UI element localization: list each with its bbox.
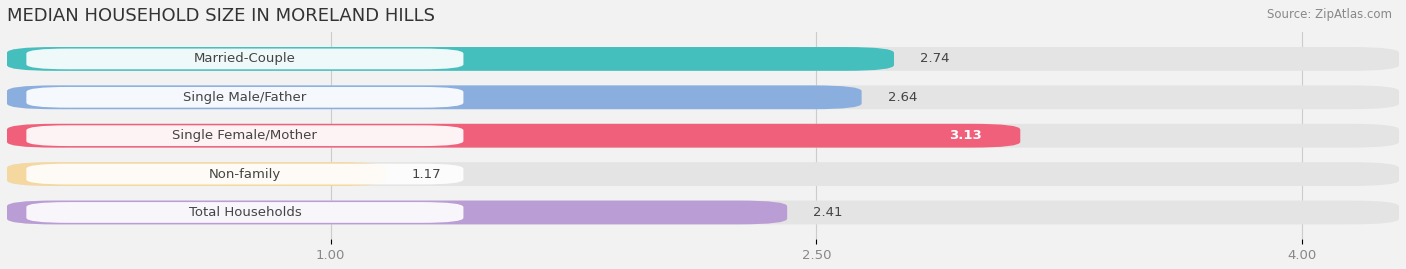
Text: Married-Couple: Married-Couple	[194, 52, 295, 65]
FancyBboxPatch shape	[7, 86, 1399, 109]
Text: 2.41: 2.41	[813, 206, 842, 219]
FancyBboxPatch shape	[27, 49, 464, 69]
FancyBboxPatch shape	[7, 162, 1399, 186]
Text: 2.64: 2.64	[887, 91, 917, 104]
Text: Total Households: Total Households	[188, 206, 301, 219]
FancyBboxPatch shape	[27, 164, 464, 185]
Text: Single Male/Father: Single Male/Father	[183, 91, 307, 104]
Text: Non-family: Non-family	[208, 168, 281, 180]
FancyBboxPatch shape	[7, 201, 787, 224]
FancyBboxPatch shape	[7, 201, 1399, 224]
FancyBboxPatch shape	[27, 202, 464, 223]
Text: 3.13: 3.13	[949, 129, 981, 142]
FancyBboxPatch shape	[27, 125, 464, 146]
FancyBboxPatch shape	[27, 87, 464, 108]
Text: MEDIAN HOUSEHOLD SIZE IN MORELAND HILLS: MEDIAN HOUSEHOLD SIZE IN MORELAND HILLS	[7, 7, 434, 25]
FancyBboxPatch shape	[7, 124, 1399, 148]
Text: Source: ZipAtlas.com: Source: ZipAtlas.com	[1267, 8, 1392, 21]
Text: Single Female/Mother: Single Female/Mother	[173, 129, 318, 142]
FancyBboxPatch shape	[7, 162, 385, 186]
FancyBboxPatch shape	[7, 47, 894, 71]
FancyBboxPatch shape	[7, 124, 1021, 148]
Text: 2.74: 2.74	[920, 52, 949, 65]
FancyBboxPatch shape	[7, 47, 1399, 71]
FancyBboxPatch shape	[7, 86, 862, 109]
Text: 1.17: 1.17	[412, 168, 441, 180]
